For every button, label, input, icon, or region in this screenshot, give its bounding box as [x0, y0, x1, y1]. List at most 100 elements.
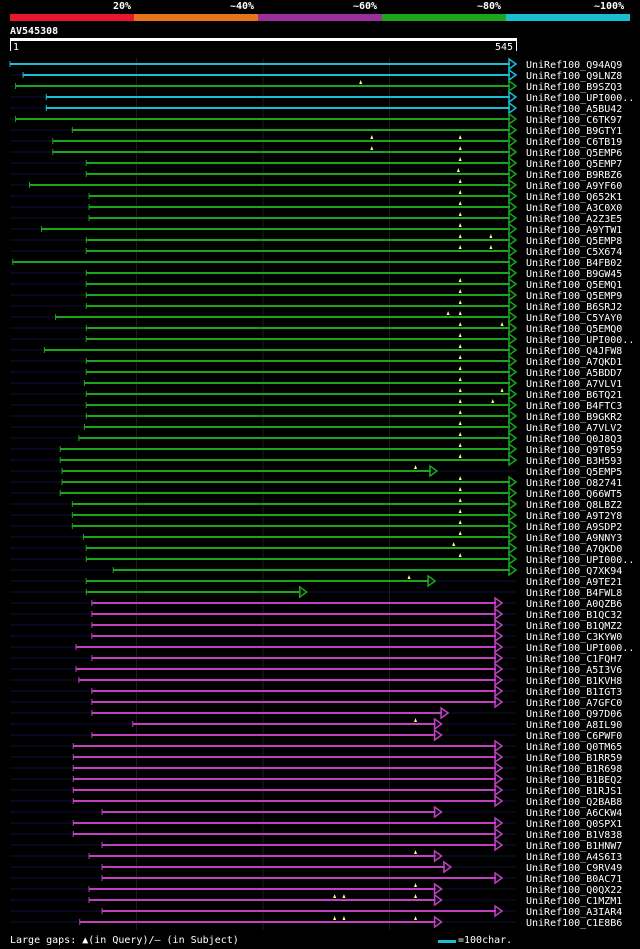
hit-row[interactable]: UniRef100_A9SDP2 — [10, 519, 622, 533]
hit-label[interactable]: UniRef100_A8IL90 — [526, 720, 622, 731]
hit-label[interactable]: UniRef100_B1RJS1 — [526, 786, 622, 797]
hit-row[interactable]: UniRef100_C6TK97 — [10, 112, 622, 126]
hit-label[interactable]: UniRef100_Q97D06 — [526, 709, 622, 720]
hit-row[interactable]: UniRef100_C1E8B6 — [10, 915, 622, 929]
hit-row[interactable]: UniRef100_B9RBZ6 — [10, 167, 622, 181]
hit-row[interactable]: UniRef100_Q0QX22 — [10, 882, 622, 896]
hit-label[interactable]: UniRef100_C1FQH7 — [526, 654, 622, 665]
hit-label[interactable]: UniRef100_C6TB19 — [526, 137, 622, 148]
hit-label[interactable]: UniRef100_Q0SPX1 — [526, 819, 622, 830]
hit-row[interactable]: UniRef100_B1QC32 — [10, 607, 622, 621]
hit-label[interactable]: UniRef100_A5BU42 — [526, 104, 622, 115]
hit-label[interactable]: UniRef100_C1E8B6 — [526, 918, 622, 929]
hit-label[interactable]: UniRef100_Q9T059 — [526, 445, 622, 456]
hit-label[interactable]: UniRef100_A9NNY3 — [526, 533, 622, 544]
hit-row[interactable]: UniRef100_Q7XK94 — [10, 563, 622, 577]
hit-label[interactable]: UniRef100_C3KYW0 — [526, 632, 622, 643]
hit-row[interactable]: UniRef100_A3IAR4 — [10, 904, 622, 918]
hit-label[interactable]: UniRef100_B0AC71 — [526, 874, 622, 885]
hit-row[interactable]: UniRef100_Q0J8Q3 — [10, 431, 622, 445]
hit-row[interactable]: UniRef100_B9GTY1 — [10, 123, 622, 137]
hit-label[interactable]: UniRef100_B4FB02 — [526, 258, 622, 269]
hit-label[interactable]: UniRef100_A0QZB6 — [526, 599, 622, 610]
hit-row[interactable]: UniRef100_B1HNW7 — [10, 838, 622, 852]
hit-label[interactable]: UniRef100_C5YAY0 — [526, 313, 622, 324]
hit-row[interactable]: UniRef100_B9SZQ3 — [10, 79, 622, 93]
hit-row[interactable]: UniRef100_Q5EMQ0 — [10, 321, 622, 335]
hit-label[interactable]: UniRef100_B1KVH8 — [526, 676, 622, 687]
hit-label[interactable]: UniRef100_Q8LBZ2 — [526, 500, 622, 511]
hit-label[interactable]: UniRef100_Q0QX22 — [526, 885, 622, 896]
hit-row[interactable]: UniRef100_B9GW45 — [10, 266, 622, 280]
hit-row[interactable]: UniRef100_B6TQ21 — [10, 387, 622, 401]
hit-row[interactable]: UniRef100_A5I3V6 — [10, 662, 622, 676]
hit-label[interactable]: UniRef100_A9TE21 — [526, 577, 622, 588]
hit-row[interactable]: UniRef100_A7QKD0 — [10, 541, 622, 555]
hit-label[interactable]: UniRef100_Q5EMP9 — [526, 291, 622, 302]
hit-row[interactable]: UniRef100_B1BEQ2 — [10, 772, 622, 786]
hit-row[interactable]: UniRef100_B9GKR2 — [10, 409, 622, 423]
hit-label[interactable]: UniRef100_A2Z3E5 — [526, 214, 622, 225]
hit-label[interactable]: UniRef100_Q0TM65 — [526, 742, 622, 753]
hit-label[interactable]: UniRef100_Q5EMP8 — [526, 236, 622, 247]
hit-label[interactable]: UniRef100_Q5EMP5 — [526, 467, 622, 478]
hit-label[interactable]: UniRef100_C1MZM1 — [526, 896, 622, 907]
hit-label[interactable]: UniRef100_A9YTW1 — [526, 225, 622, 236]
hit-row[interactable]: UniRef100_A2Z3E5 — [10, 211, 622, 225]
hit-row[interactable]: UniRef100_B1QMZ2 — [10, 618, 622, 632]
hit-label[interactable]: UniRef100_A5BDD7 — [526, 368, 622, 379]
hit-label[interactable]: UniRef100_Q7XK94 — [526, 566, 622, 577]
hit-row[interactable]: UniRef100_Q5EMP7 — [10, 156, 622, 170]
hit-label[interactable]: UniRef100_B1QC32 — [526, 610, 622, 621]
hit-label[interactable]: UniRef100_B3H593 — [526, 456, 622, 467]
hit-row[interactable]: UniRef100_A5BDD7 — [10, 365, 622, 379]
hit-row[interactable]: UniRef100_B4FTC3 — [10, 398, 622, 412]
hit-row[interactable]: UniRef100_Q5EMP8 — [10, 233, 622, 247]
hit-row[interactable]: UniRef100_Q5EMQ1 — [10, 277, 622, 291]
hit-row[interactable]: UniRef100_A6CKW4 — [10, 805, 622, 819]
hit-row[interactable]: UniRef100_B1R698 — [10, 761, 622, 775]
hit-label[interactable]: UniRef100_UPI000.. — [526, 643, 634, 654]
hit-label[interactable]: UniRef100_A7QKD1 — [526, 357, 622, 368]
hit-row[interactable]: UniRef100_A9NNY3 — [10, 530, 622, 544]
hit-label[interactable]: UniRef100_B9RBZ6 — [526, 170, 622, 181]
hit-row[interactable]: UniRef100_Q97D06 — [10, 706, 622, 720]
hit-label[interactable]: UniRef100_B6SRJ2 — [526, 302, 622, 313]
hit-row[interactable]: UniRef100_C1FQH7 — [10, 651, 622, 665]
hit-row[interactable]: UniRef100_B4FB02 — [10, 255, 622, 269]
hit-row[interactable]: UniRef100_A9T2Y8 — [10, 508, 622, 522]
hit-row[interactable]: UniRef100_O82741 — [10, 475, 622, 489]
hit-row[interactable]: UniRef100_Q5EMP6 — [10, 145, 622, 159]
hit-row[interactable]: UniRef100_A4S6I3 — [10, 849, 622, 863]
hit-label[interactable]: UniRef100_C6TK97 — [526, 115, 622, 126]
hit-label[interactable]: UniRef100_B9GKR2 — [526, 412, 622, 423]
hit-label[interactable]: UniRef100_Q9LNZ8 — [526, 71, 622, 82]
hit-row[interactable]: UniRef100_Q652K1 — [10, 189, 622, 203]
hit-row[interactable]: UniRef100_B1KVH8 — [10, 673, 622, 687]
hit-row[interactable]: UniRef100_A7GFC0 — [10, 695, 622, 709]
hit-label[interactable]: UniRef100_O82741 — [526, 478, 622, 489]
hit-label[interactable]: UniRef100_A3C0X0 — [526, 203, 622, 214]
hit-row[interactable]: UniRef100_UPI000.. — [10, 332, 634, 346]
hit-row[interactable]: UniRef100_B0AC71 — [10, 871, 622, 885]
hit-row[interactable]: UniRef100_A8IL90 — [10, 717, 622, 731]
hit-row[interactable]: UniRef100_A9TE21 — [10, 574, 622, 588]
hit-label[interactable]: UniRef100_B4FWL8 — [526, 588, 622, 599]
hit-row[interactable]: UniRef100_A7VLV1 — [10, 376, 622, 390]
hit-label[interactable]: UniRef100_C5X674 — [526, 247, 622, 258]
hit-row[interactable]: UniRef100_Q5EMP5 — [10, 464, 622, 478]
hit-row[interactable]: UniRef100_C1MZM1 — [10, 893, 622, 907]
hit-row[interactable]: UniRef100_UPI000.. — [10, 640, 634, 654]
hit-row[interactable]: UniRef100_A9YF60 — [10, 178, 622, 192]
hit-label[interactable]: UniRef100_B9GW45 — [526, 269, 622, 280]
hit-row[interactable]: UniRef100_UPI000.. — [10, 90, 634, 104]
hit-row[interactable]: UniRef100_B1RJS1 — [10, 783, 622, 797]
hit-label[interactable]: UniRef100_A5I3V6 — [526, 665, 622, 676]
hit-label[interactable]: UniRef100_A7VLV2 — [526, 423, 622, 434]
hit-label[interactable]: UniRef100_B1QMZ2 — [526, 621, 622, 632]
hit-label[interactable]: UniRef100_Q652K1 — [526, 192, 622, 203]
hit-row[interactable]: UniRef100_Q5EMP9 — [10, 288, 622, 302]
hit-label[interactable]: UniRef100_UPI000.. — [526, 93, 634, 104]
hit-label[interactable]: UniRef100_A7VLV1 — [526, 379, 622, 390]
hit-row[interactable]: UniRef100_B1V838 — [10, 827, 622, 841]
